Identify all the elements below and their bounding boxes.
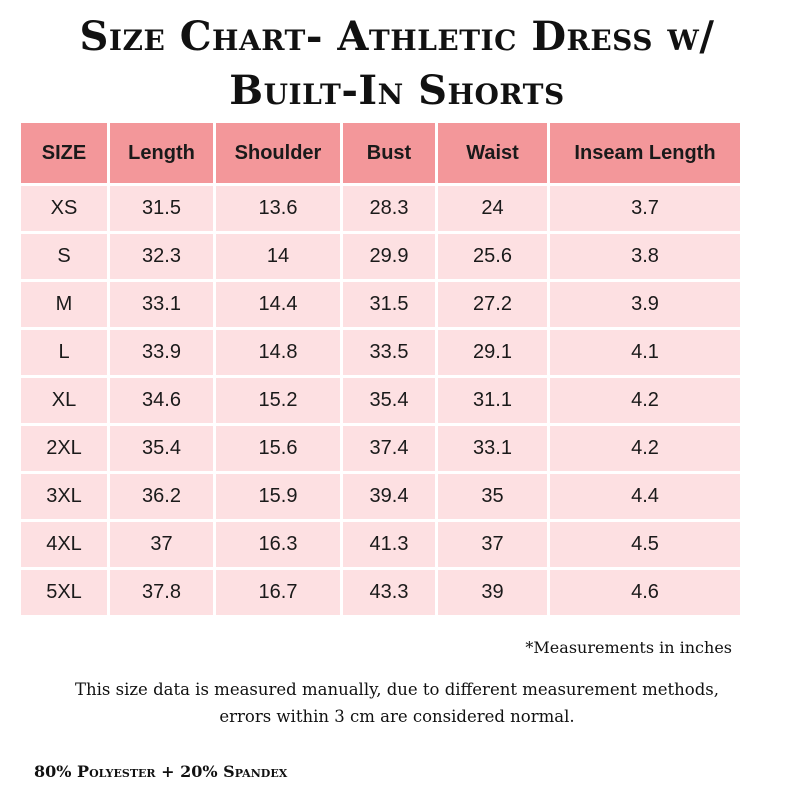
measurement-cell: 31.1 (438, 378, 547, 423)
measurement-cell: 33.5 (343, 330, 435, 375)
measurement-cell: 37.8 (110, 570, 213, 615)
measurement-cell: 14.8 (216, 330, 340, 375)
table-row: S 32.3 14 29.9 25.6 3.8 (21, 234, 740, 279)
size-cell: XL (21, 378, 107, 423)
measurement-cell: 36.2 (110, 474, 213, 519)
measurement-cell: 4.1 (550, 330, 740, 375)
table-row: XS 31.5 13.6 28.3 24 3.7 (21, 186, 740, 231)
measurement-cell: 16.3 (216, 522, 340, 567)
measurement-cell: 15.9 (216, 474, 340, 519)
measurement-cell: 4.2 (550, 378, 740, 423)
size-cell: M (21, 282, 107, 327)
column-header: Bust (343, 123, 435, 183)
measurement-cell: 32.3 (110, 234, 213, 279)
measurement-cell: 33.9 (110, 330, 213, 375)
measurement-cell: 3.8 (550, 234, 740, 279)
measurement-cell: 16.7 (216, 570, 340, 615)
measurement-cell: 3.7 (550, 186, 740, 231)
page-title: Size Chart- Athletic Dress w/ Built-In S… (0, 10, 794, 118)
measurement-cell: 3.9 (550, 282, 740, 327)
disclaimer-line-2: errors within 3 cm are considered normal… (219, 707, 575, 726)
measurement-cell: 15.6 (216, 426, 340, 471)
column-header: Length (110, 123, 213, 183)
header-row: SIZE Length Shoulder Bust Waist Inseam Length (21, 123, 740, 183)
measurement-cell: 41.3 (343, 522, 435, 567)
measurement-cell: 24 (438, 186, 547, 231)
table-row: XL 34.6 15.2 35.4 31.1 4.2 (21, 378, 740, 423)
table-row: 5XL 37.8 16.7 43.3 39 4.6 (21, 570, 740, 615)
measurement-cell: 31.5 (110, 186, 213, 231)
size-cell: XS (21, 186, 107, 231)
measurement-cell: 4.4 (550, 474, 740, 519)
measurement-cell: 25.6 (438, 234, 547, 279)
size-cell: 3XL (21, 474, 107, 519)
size-cell: S (21, 234, 107, 279)
measurement-cell: 39 (438, 570, 547, 615)
measurement-cell: 34.6 (110, 378, 213, 423)
table-body: XS 31.5 13.6 28.3 24 3.7 S 32.3 14 29.9 25.6 3.8 M 33… (21, 186, 740, 615)
table-row: 4XL 37 16.3 41.3 37 4.5 (21, 522, 740, 567)
measurement-cell: 37 (110, 522, 213, 567)
column-header: Waist (438, 123, 547, 183)
size-cell: 2XL (21, 426, 107, 471)
measurement-cell: 15.2 (216, 378, 340, 423)
table-row: L 33.9 14.8 33.5 29.1 4.1 (21, 330, 740, 375)
measurement-cell: 39.4 (343, 474, 435, 519)
measurement-cell: 27.2 (438, 282, 547, 327)
table-row: 3XL 36.2 15.9 39.4 35 4.4 (21, 474, 740, 519)
material-composition: 80% Polyester + 20% Spandex (34, 762, 288, 781)
size-cell: L (21, 330, 107, 375)
measurement-cell: 13.6 (216, 186, 340, 231)
measurement-cell: 4.5 (550, 522, 740, 567)
measurement-cell: 14.4 (216, 282, 340, 327)
disclaimer: This size data is measured manually, due… (0, 676, 794, 730)
measurement-cell: 43.3 (343, 570, 435, 615)
table-row: M 33.1 14.4 31.5 27.2 3.9 (21, 282, 740, 327)
measurement-note: *Measurements in inches (525, 638, 732, 657)
measurement-cell: 35.4 (343, 378, 435, 423)
measurement-cell: 4.6 (550, 570, 740, 615)
measurement-cell: 29.9 (343, 234, 435, 279)
measurement-cell: 35.4 (110, 426, 213, 471)
measurement-cell: 4.2 (550, 426, 740, 471)
measurement-cell: 31.5 (343, 282, 435, 327)
column-header: Inseam Length (550, 123, 740, 183)
measurement-cell: 37.4 (343, 426, 435, 471)
measurement-cell: 33.1 (110, 282, 213, 327)
size-chart-table: SIZE Length Shoulder Bust Waist Inseam Length… (18, 120, 743, 618)
measurement-cell: 29.1 (438, 330, 547, 375)
column-header: SIZE (21, 123, 107, 183)
column-header: Shoulder (216, 123, 340, 183)
table-row: 2XL 35.4 15.6 37.4 33.1 4.2 (21, 426, 740, 471)
size-cell: 4XL (21, 522, 107, 567)
disclaimer-line-1: This size data is measured manually, due… (75, 680, 719, 699)
title-line-2: Built-In Shorts (229, 67, 565, 114)
measurement-cell: 33.1 (438, 426, 547, 471)
measurement-cell: 28.3 (343, 186, 435, 231)
measurement-cell: 35 (438, 474, 547, 519)
measurement-cell: 14 (216, 234, 340, 279)
size-cell: 5XL (21, 570, 107, 615)
measurement-cell: 37 (438, 522, 547, 567)
title-line-1: Size Chart- Athletic Dress w/ (79, 13, 715, 60)
